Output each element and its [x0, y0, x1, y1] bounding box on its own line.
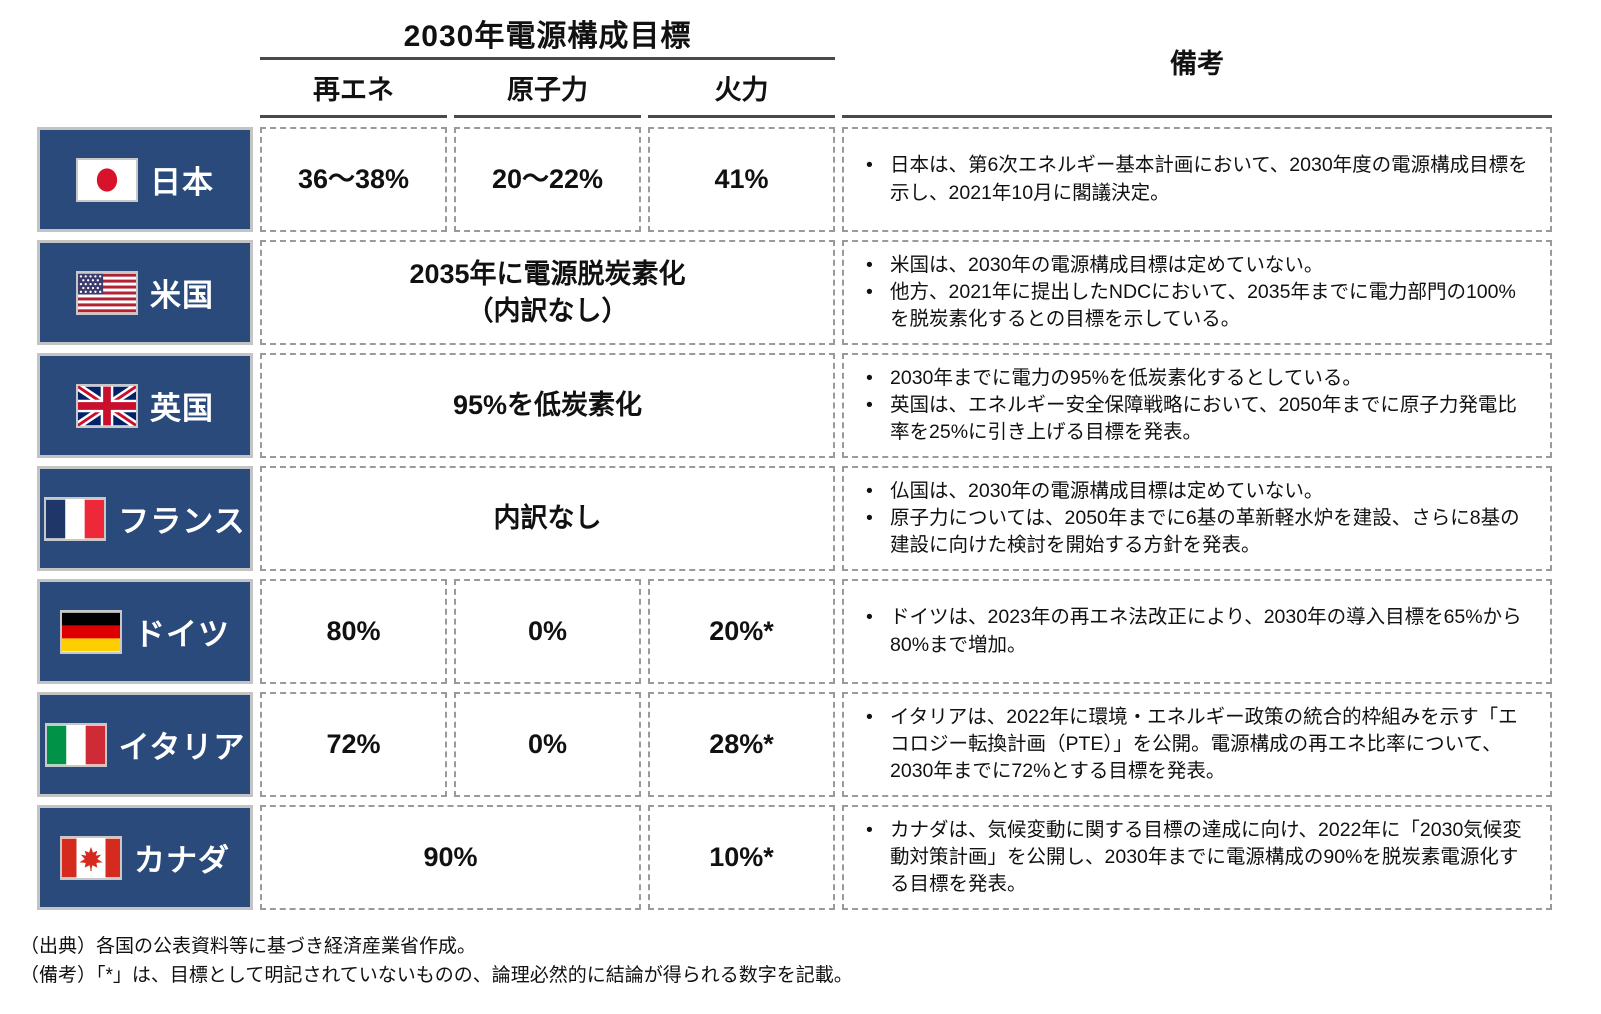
uk-flag-icon: [76, 383, 138, 428]
value-cell-italy-1: 0%: [454, 692, 641, 797]
italy-flag-icon: [44, 722, 107, 767]
remark-bullet-item: • 他方、2021年に提出したNDCにおいて、2035年までに電力部門の100%を…: [864, 279, 1530, 334]
bullet-icon: •: [866, 705, 873, 728]
remark-bullet-item: • イタリアは、2022年に環境・エネルギー政策の統合的枠組みを示す「エコロジー転…: [864, 704, 1530, 786]
remark-text: 原子力については、2050年までに6基の革新軽水炉を建設、さらに8基の建設に向け…: [890, 506, 1520, 557]
remark-text: 2030年までに電力の95%を低炭素化するとしている。: [890, 366, 1362, 389]
bullet-icon: •: [866, 280, 873, 303]
table-body: 日本 36〜38% 20〜22% 41% • 日本は、第6次エネルギー基本計画において、2…: [37, 127, 1601, 910]
bullet-icon: •: [866, 366, 873, 389]
remark-bullet-item: • 英国は、エネルギー安全保障戦略において、2050年までに原子力発電比率を25%…: [864, 392, 1530, 447]
country-label-germany: ドイツ: [37, 579, 253, 684]
column-header-remarks: 備考: [842, 8, 1552, 118]
country-label-canada: カナダ: [37, 805, 253, 910]
column-header-nuclear: 原子力: [454, 60, 641, 118]
remark-text: 仏国は、2030年の電源構成目標は定めていない。: [890, 479, 1324, 502]
footer-source: （出典）各国の公表資料等に基づき経済産業省作成。: [20, 936, 477, 957]
country-label-usa: 米国: [37, 240, 253, 345]
country-name: カナダ: [134, 843, 230, 878]
remark-text: 他方、2021年に提出したNDCにおいて、2035年までに電力部門の100%を脱…: [890, 280, 1516, 331]
remark-bullet-item: • 2030年までに電力の95%を低炭素化するとしている。: [864, 365, 1530, 392]
footer-note: （備考）「*」は、目標として明記されていないものの、論理必然的に結論が得られる数…: [20, 965, 853, 987]
remark-text: カナダは、気候変動に関する目標の達成に向け、2022年に「2030気候変動対策計…: [890, 818, 1522, 896]
country-name: 日本: [150, 165, 214, 200]
column-header-renewables: 再エネ: [260, 60, 447, 118]
value-cell-germany-1: 0%: [454, 579, 641, 684]
value-cell-canada-1: 10%*: [648, 805, 835, 910]
value-cell-italy-2: 28%*: [648, 692, 835, 797]
remark-bullet-item: • ドイツは、2023年の再エネ法改正により、2030年の導入目標を65%から80…: [864, 604, 1530, 659]
usa-flag-icon: [76, 270, 138, 315]
country-name: フランス: [118, 504, 246, 539]
value-cell-japan-0: 36〜38%: [260, 127, 447, 232]
remarks-cell-uk: • 2030年までに電力の95%を低炭素化するとしている。 • 英国は、エネルギー安全…: [842, 353, 1552, 458]
remarks-cell-italy: • イタリアは、2022年に環境・エネルギー政策の統合的枠組みを示す「エコロジー転…: [842, 692, 1552, 797]
remarks-cell-france: • 仏国は、2030年の電源構成目標は定めていない。 • 原子力については、2050年…: [842, 466, 1552, 571]
canada-flag-icon: [60, 835, 122, 880]
column-header-thermal: 火力: [648, 60, 835, 118]
remark-bullet-item: • 仏国は、2030年の電源構成目標は定めていない。: [864, 478, 1530, 505]
value-cell-japan-2: 41%: [648, 127, 835, 232]
remarks-cell-germany: • ドイツは、2023年の再エネ法改正により、2030年の導入目標を65%から80…: [842, 579, 1552, 684]
country-name: イタリア: [118, 730, 246, 765]
remark-text: 米国は、2030年の電源構成目標は定めていない。: [890, 253, 1324, 276]
france-flag-icon: [44, 496, 107, 541]
value-cell-italy-0: 72%: [260, 692, 447, 797]
table-title: 2030年電源構成目標: [260, 8, 835, 60]
value-cell-france-0: 内訳なし: [260, 466, 835, 571]
remarks-cell-canada: • カナダは、気候変動に関する目標の達成に向け、2022年に「2030気候変動対策…: [842, 805, 1552, 910]
remark-text: ドイツは、2023年の再エネ法改正により、2030年の導入目標を65%から80%…: [890, 606, 1522, 656]
country-name: ドイツ: [134, 617, 230, 652]
country-name: 英国: [150, 391, 214, 426]
bullet-icon: •: [866, 818, 873, 841]
power-mix-target-table-page: 2030年電源構成目標 再エネ 原子力 火力 備考 日本 36〜38% 20〜22%…: [10, 8, 1601, 991]
value-cell-germany-0: 80%: [260, 579, 447, 684]
japan-flag-icon: [76, 157, 138, 202]
bullet-icon: •: [866, 154, 873, 177]
remarks-cell-usa: • 米国は、2030年の電源構成目標は定めていない。 • 他方、2021年に提出したN…: [842, 240, 1552, 345]
value-cell-germany-2: 20%*: [648, 579, 835, 684]
country-name: 米国: [150, 278, 214, 313]
footer-notes: （出典）各国の公表資料等に基づき経済産業省作成。 （備考）「*」は、目標として明…: [10, 932, 1601, 991]
bullet-icon: •: [866, 393, 873, 416]
value-cell-canada-0: 90%: [260, 805, 641, 910]
remark-bullet-item: • 日本は、第6次エネルギー基本計画において、2030年度の電源構成目標を示し、2…: [864, 152, 1530, 207]
remark-text: イタリアは、2022年に環境・エネルギー政策の統合的枠組みを示す「エコロジー転換…: [890, 705, 1518, 783]
remark-text: 英国は、エネルギー安全保障戦略において、2050年までに原子力発電比率を25%に…: [890, 393, 1517, 444]
country-label-japan: 日本: [37, 127, 253, 232]
remarks-cell-japan: • 日本は、第6次エネルギー基本計画において、2030年度の電源構成目標を示し、2…: [842, 127, 1552, 232]
value-cell-usa-0: 2035年に電源脱炭素化 （内訳なし）: [260, 240, 835, 345]
country-label-uk: 英国: [37, 353, 253, 458]
remark-bullet-item: • カナダは、気候変動に関する目標の達成に向け、2022年に「2030気候変動対策…: [864, 817, 1530, 899]
value-cell-japan-1: 20〜22%: [454, 127, 641, 232]
bullet-icon: •: [866, 606, 873, 629]
germany-flag-icon: [60, 609, 122, 654]
remark-text: 日本は、第6次エネルギー基本計画において、2030年度の電源構成目標を示し、20…: [890, 154, 1528, 204]
table-header: 2030年電源構成目標 再エネ 原子力 火力 備考: [37, 8, 1601, 118]
bullet-icon: •: [866, 479, 873, 502]
country-label-italy: イタリア: [37, 692, 253, 797]
bullet-icon: •: [866, 506, 873, 529]
value-cell-uk-0: 95%を低炭素化: [260, 353, 835, 458]
bullet-icon: •: [866, 253, 873, 276]
remark-bullet-item: • 原子力については、2050年までに6基の革新軽水炉を建設、さらに8基の建設に向…: [864, 505, 1530, 560]
remark-bullet-item: • 米国は、2030年の電源構成目標は定めていない。: [864, 252, 1530, 279]
country-label-france: フランス: [37, 466, 253, 571]
